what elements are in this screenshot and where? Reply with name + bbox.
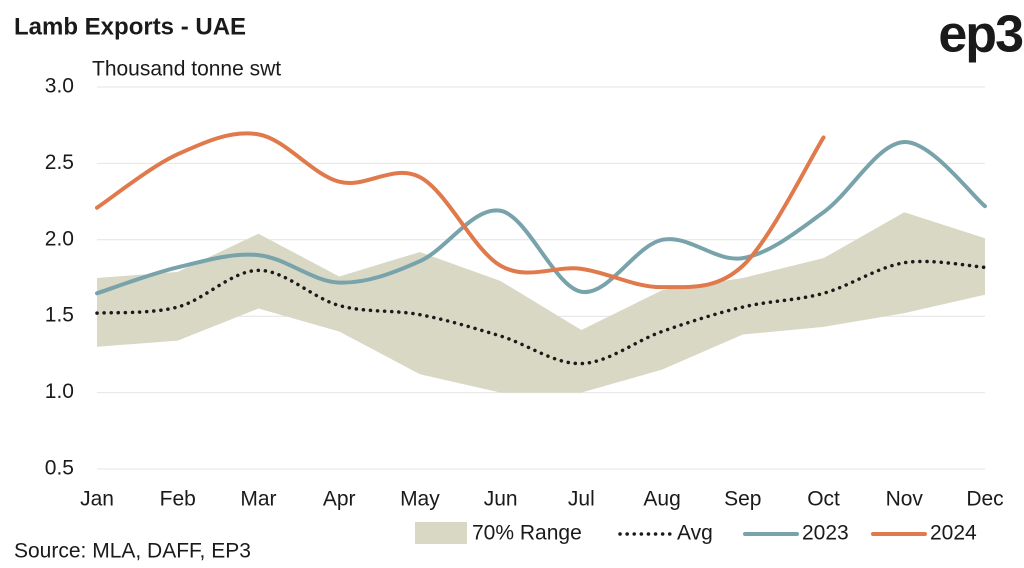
legend-swatch bbox=[415, 522, 467, 544]
x-tick-label: Aug bbox=[643, 488, 680, 511]
y-tick-label: 2.0 bbox=[45, 227, 74, 250]
range-area bbox=[97, 212, 985, 393]
x-tick-label: Nov bbox=[886, 488, 924, 511]
source: Source: MLA, DAFF, EP3 bbox=[14, 540, 251, 563]
logo: ep3 bbox=[938, 6, 1023, 64]
x-tick-label: Apr bbox=[323, 488, 356, 511]
x-tick-label: Sep bbox=[724, 488, 761, 511]
x-tick-label: Feb bbox=[160, 488, 196, 511]
y-tick-label: 1.0 bbox=[45, 380, 74, 403]
axis-unit: Thousand tonne swt bbox=[92, 58, 281, 81]
y-tick-label: 0.5 bbox=[45, 457, 74, 480]
x-tick-label: Jun bbox=[484, 488, 518, 511]
x-tick-label: May bbox=[400, 488, 440, 511]
series-line bbox=[95, 131, 826, 290]
legend-label: Avg bbox=[677, 522, 713, 545]
series-line bbox=[95, 140, 987, 296]
x-tick-label: Jan bbox=[80, 488, 114, 511]
y-tick-label: 2.5 bbox=[45, 151, 74, 174]
legend-label: 2024 bbox=[930, 522, 977, 545]
series-line bbox=[95, 259, 987, 366]
x-tick-label: Oct bbox=[807, 488, 840, 511]
y-tick-label: 3.0 bbox=[45, 75, 74, 98]
x-tick-label: Dec bbox=[966, 488, 1003, 511]
x-tick-label: Jul bbox=[568, 488, 595, 511]
y-tick-label: 1.5 bbox=[45, 304, 74, 327]
x-tick-label: Mar bbox=[240, 488, 276, 511]
legend-label: 70% Range bbox=[472, 522, 582, 545]
legend-label: 2023 bbox=[802, 522, 849, 545]
chart-title: Lamb Exports - UAE bbox=[14, 13, 246, 40]
